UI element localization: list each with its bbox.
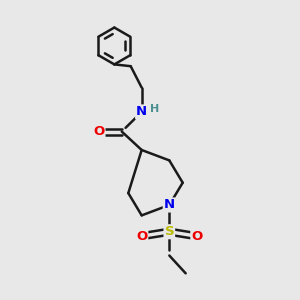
Text: O: O xyxy=(191,230,203,243)
Text: O: O xyxy=(136,230,147,243)
Text: N: N xyxy=(164,199,175,212)
Text: S: S xyxy=(164,225,174,238)
Text: O: O xyxy=(93,125,104,138)
Text: H: H xyxy=(149,104,159,114)
Text: N: N xyxy=(136,106,147,118)
